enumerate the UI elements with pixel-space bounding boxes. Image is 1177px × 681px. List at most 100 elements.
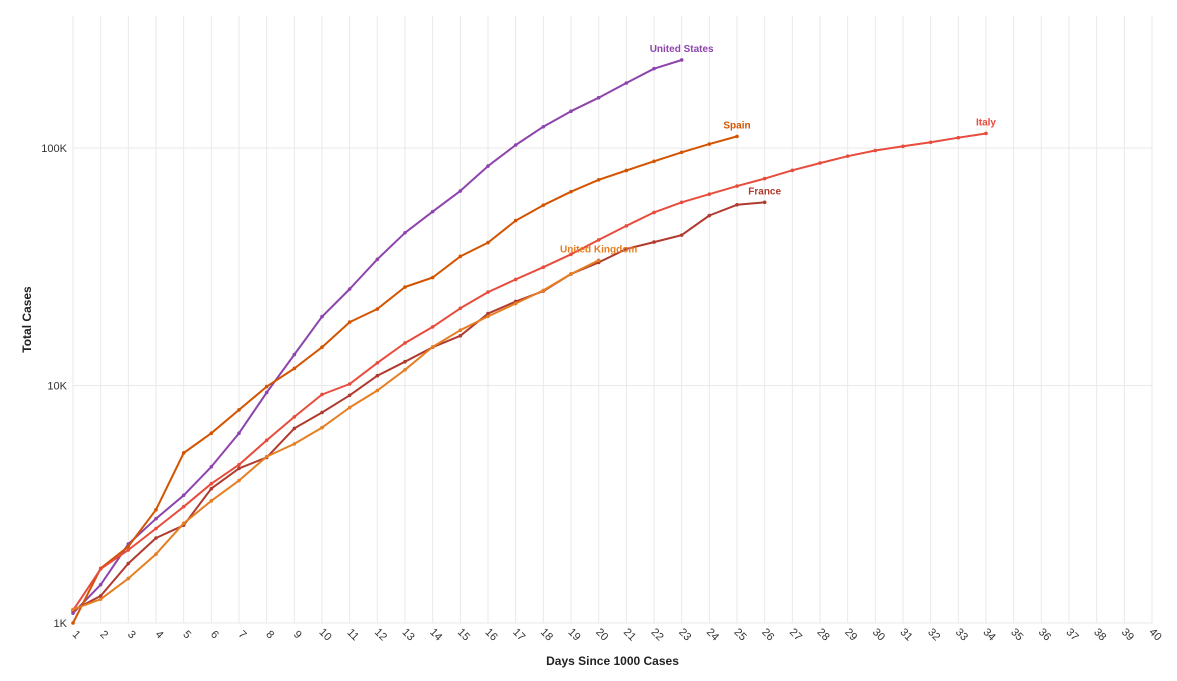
x-tick-label: 23 (676, 626, 693, 643)
data-point (375, 388, 380, 393)
data-point (735, 203, 739, 207)
data-point (735, 134, 739, 139)
x-tick-label: 26 (759, 626, 776, 643)
x-axis-ticks: 1 2 3 4 5 6 7 8 9 10 11 12 13 14 15 16 17 18 19 20 21 22 23 24 2… (70, 626, 1164, 643)
data-point (292, 352, 297, 357)
x-tick-label: 4 (153, 628, 166, 641)
x-tick-label: 29 (842, 626, 859, 643)
x-tick-label: 16 (483, 626, 500, 643)
data-point (154, 552, 158, 556)
data-point (707, 192, 712, 197)
data-point (126, 548, 131, 552)
data-point (652, 159, 656, 164)
data-point (569, 109, 573, 114)
data-point (541, 203, 546, 207)
x-tick-label: 20 (593, 626, 610, 643)
data-point (209, 481, 214, 486)
data-point (375, 257, 380, 262)
data-point (209, 431, 214, 435)
data-point (624, 224, 629, 228)
x-tick-label: 10 (317, 626, 334, 643)
data-point (126, 561, 131, 566)
data-point (154, 516, 158, 521)
x-tick-label: 17 (510, 626, 527, 643)
x-tick-label: 8 (263, 628, 276, 641)
data-point (458, 306, 463, 311)
x-tick-label: 38 (1091, 626, 1108, 643)
series-layer: United States Spain Italy France United King… (71, 44, 996, 625)
data-point (292, 415, 297, 419)
data-point (181, 521, 186, 526)
x-tick-label: 12 (372, 626, 389, 643)
data-point (956, 135, 961, 140)
data-point (264, 438, 269, 443)
x-tick-label: 22 (649, 626, 666, 643)
data-point (486, 164, 490, 168)
data-point (403, 341, 407, 345)
series-label: France (748, 186, 781, 197)
series-label: Spain (723, 120, 750, 131)
data-point (430, 275, 435, 280)
data-point (458, 254, 463, 259)
x-tick-label: 31 (898, 626, 915, 643)
x-tick-label: 28 (815, 626, 832, 643)
data-point (513, 218, 518, 223)
data-point (154, 526, 158, 531)
series-label: Italy (976, 117, 996, 128)
data-point (347, 405, 352, 410)
data-point (154, 507, 158, 512)
data-point (98, 567, 103, 571)
data-point (873, 148, 878, 153)
data-point (292, 426, 297, 431)
data-point (596, 178, 601, 182)
series-label: United States (650, 44, 714, 55)
series-united-states: United States (71, 44, 714, 615)
data-point (458, 328, 463, 333)
data-point (237, 408, 241, 412)
x-tick-label: 19 (566, 626, 583, 643)
x-tick-label: 1 (70, 628, 83, 641)
series-label: United Kingdom (560, 244, 637, 255)
data-point (292, 366, 297, 371)
data-point (624, 168, 629, 173)
data-point (513, 143, 518, 147)
data-point (652, 66, 656, 71)
x-tick-label: 11 (345, 627, 362, 644)
series-italy: Italy (71, 117, 996, 613)
data-point (264, 390, 269, 395)
data-point (735, 184, 739, 188)
series-france: France (71, 186, 781, 613)
data-point (430, 209, 435, 214)
x-tick-label: 39 (1119, 626, 1136, 643)
data-point (347, 382, 352, 386)
x-tick-label: 34 (981, 626, 998, 643)
data-point (126, 576, 131, 581)
data-point (845, 154, 850, 158)
data-point (679, 58, 684, 62)
data-point (71, 607, 75, 612)
data-point (347, 320, 352, 324)
data-point (320, 345, 324, 350)
x-tick-label: 5 (180, 628, 193, 641)
data-point (237, 431, 241, 435)
data-point (486, 240, 490, 245)
data-point (403, 367, 407, 372)
data-point (430, 325, 435, 329)
data-point (237, 478, 241, 483)
data-point (292, 442, 297, 446)
data-point (458, 333, 463, 338)
data-point (71, 611, 75, 615)
data-point (624, 81, 629, 85)
data-point (679, 150, 684, 155)
data-point (486, 314, 490, 319)
x-tick-label: 40 (1147, 626, 1164, 643)
series-line (72, 201, 766, 612)
data-point (237, 466, 241, 471)
data-point (347, 393, 352, 398)
x-tick-label: 25 (732, 626, 749, 643)
data-point (541, 288, 546, 293)
data-point (154, 536, 158, 540)
data-point (181, 493, 186, 498)
y-axis-title: Total Cases (20, 286, 34, 353)
data-point (430, 345, 435, 349)
